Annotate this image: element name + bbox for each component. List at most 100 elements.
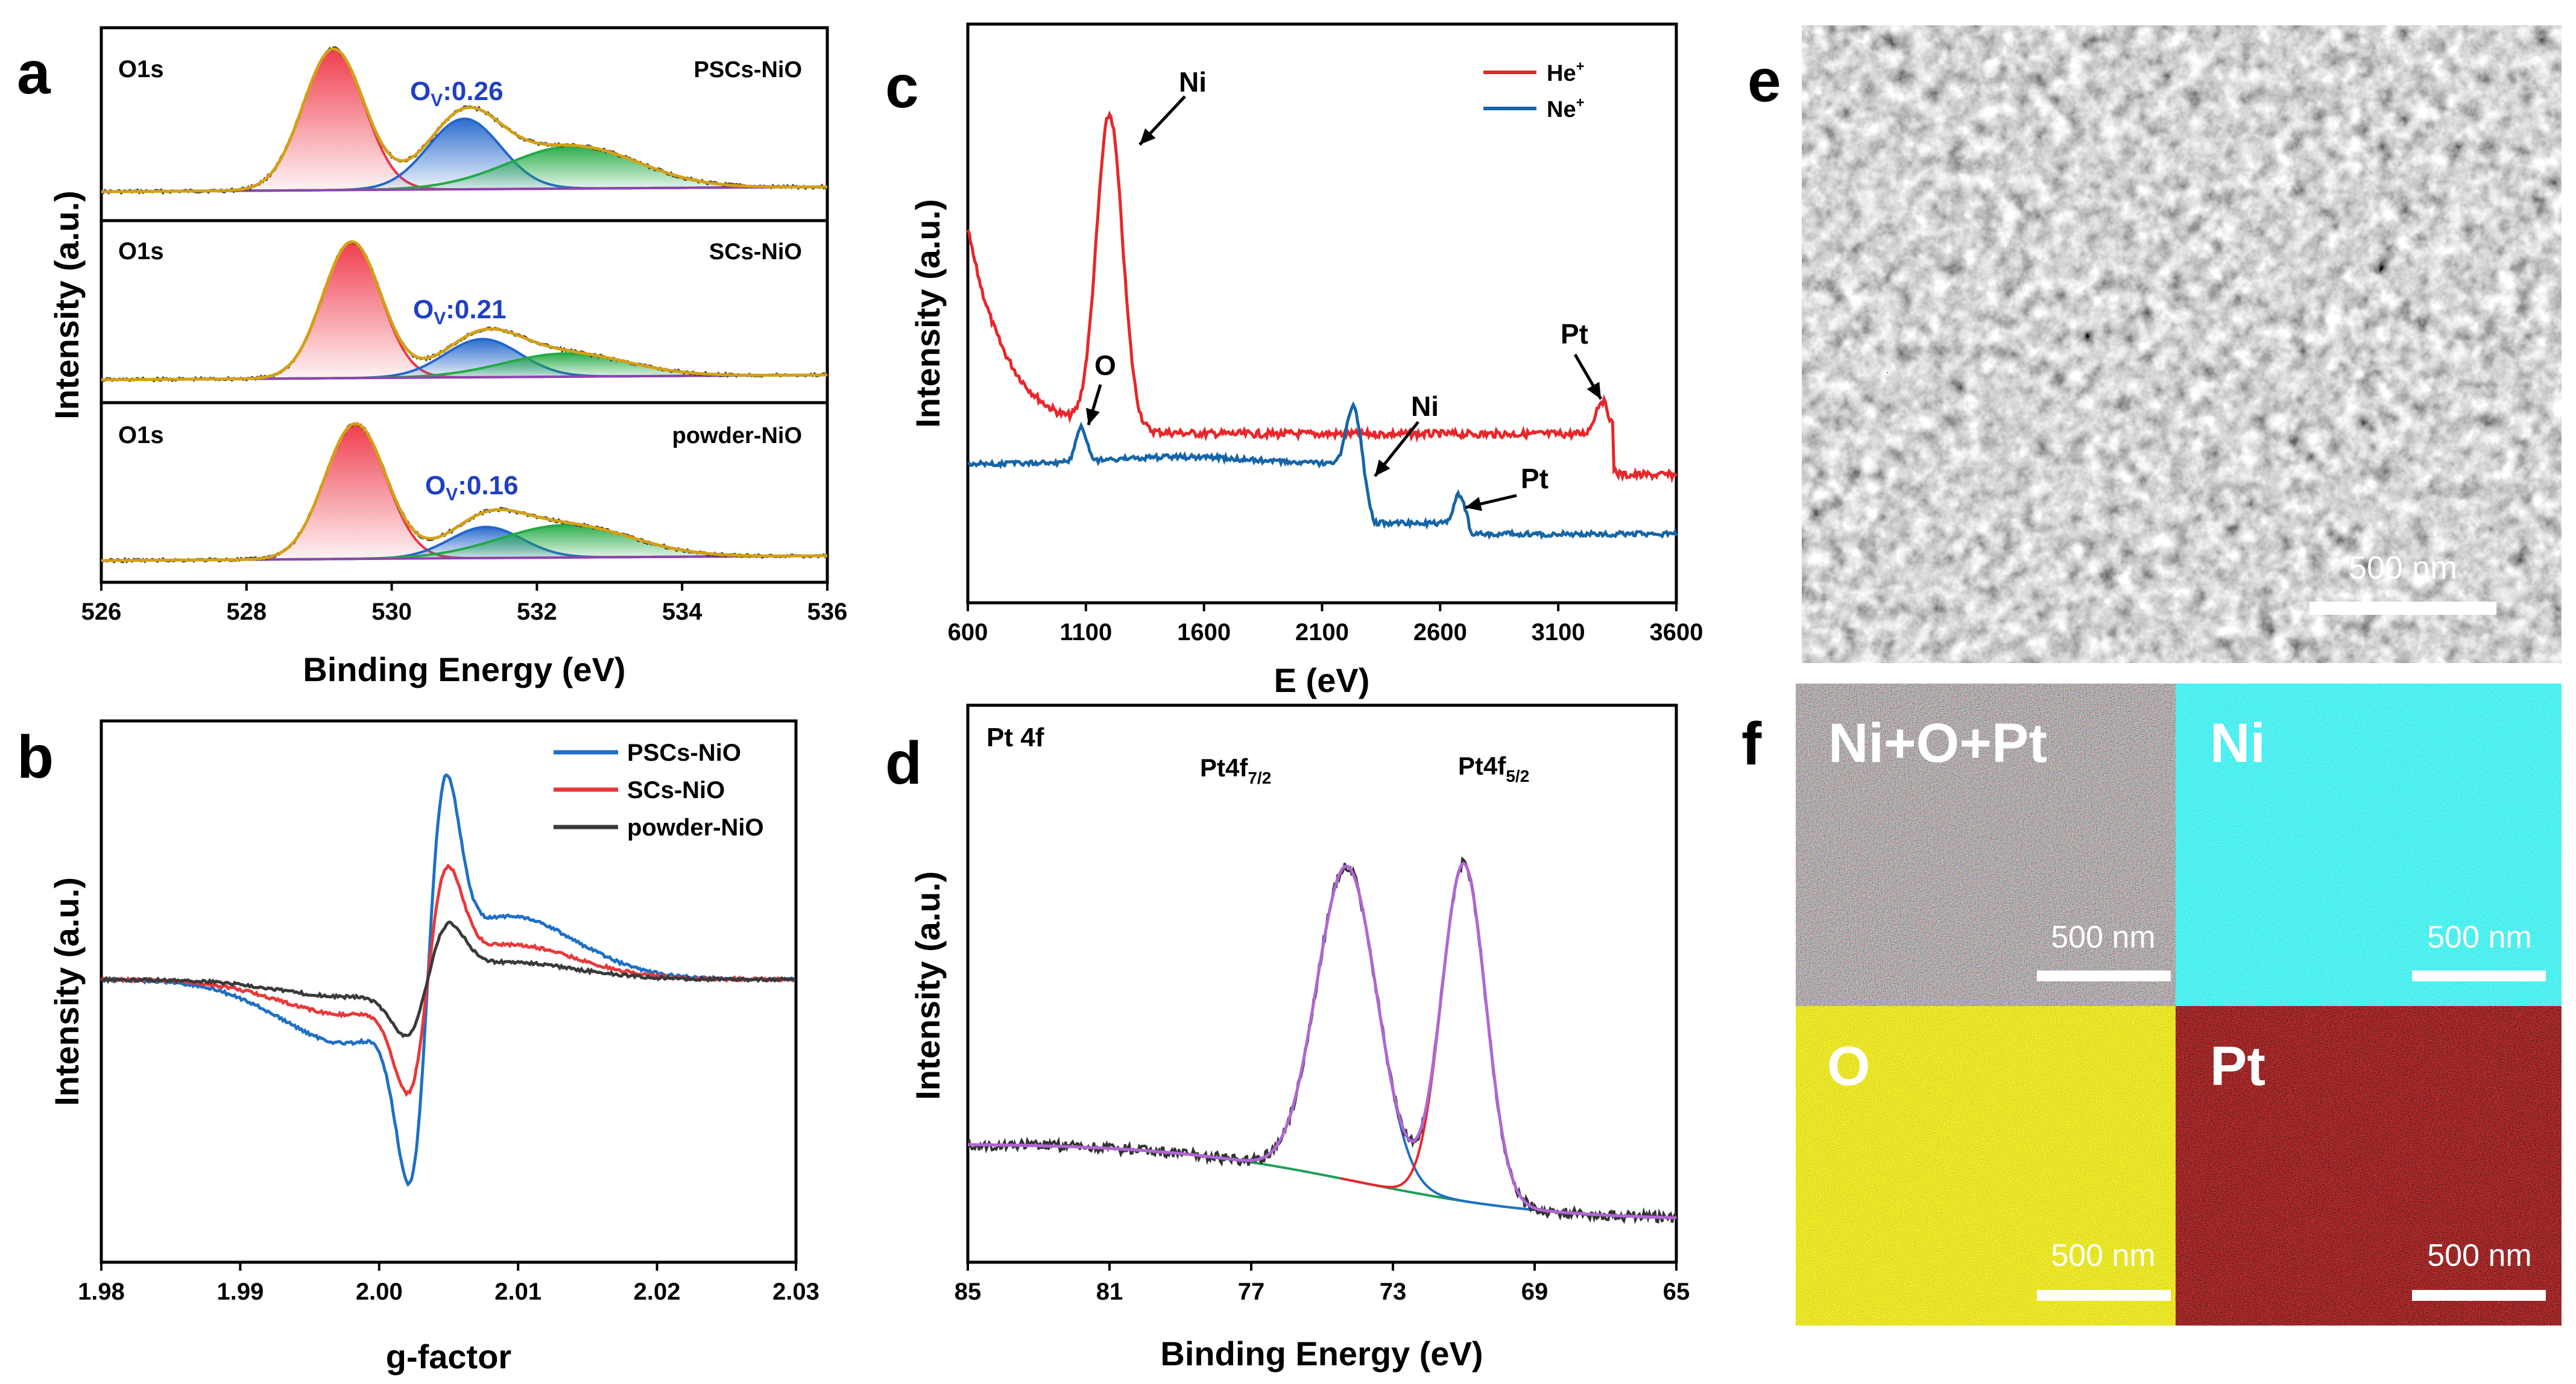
panel-c-arrowhead-5 bbox=[1465, 497, 1483, 511]
panel-c-arrowhead-1 bbox=[1140, 128, 1156, 145]
panel-b-legend-label-2: SCs-NiO bbox=[627, 777, 725, 804]
panel-f-tile-pt-scale: 500 nm bbox=[2427, 1238, 2531, 1273]
panel-a-frame bbox=[99, 26, 829, 584]
panel-c-leis: 600 1100 1600 2100 2600 3100 3600 E (eV) Inten… bbox=[909, 22, 1703, 699]
panel-f-tile-mix-scale: 500 nm bbox=[2051, 920, 2155, 955]
panel-a-sub1-name: PSCs-NiO bbox=[694, 57, 802, 83]
panel-d-envelope bbox=[968, 861, 1676, 1219]
panel-b-legend: PSCs-NiO SCs-NiO powder-NiO bbox=[554, 740, 764, 841]
panel-c-xtick-label-5: 3100 bbox=[1532, 619, 1585, 646]
panel-f-tile-ni-label: Ni bbox=[2210, 712, 2265, 774]
panel-a-ylabel: Intensity (a.u.) bbox=[48, 190, 86, 420]
panel-e-sem-texture bbox=[1802, 25, 2562, 663]
panel-b-series-3 bbox=[100, 920, 796, 1039]
panel-c-xtick-label-0: 600 bbox=[948, 619, 988, 646]
panel-c-xlabel: E (eV) bbox=[1274, 661, 1370, 699]
panel-a-sub2-ov: OV:0.21 bbox=[413, 295, 507, 329]
panel-d-ylabel: Intensity (a.u.) bbox=[909, 871, 947, 1100]
panel-a-sub2-peak-3-fill bbox=[101, 353, 827, 380]
panel-b-xtick-label-5: 2.03 bbox=[772, 1279, 819, 1305]
panel-f-tile-o bbox=[1796, 1006, 2176, 1326]
panel-label-c: c bbox=[885, 53, 919, 121]
panel-d-xtick-label-3: 73 bbox=[1380, 1279, 1407, 1305]
panel-d-xtick-label-1: 81 bbox=[1096, 1279, 1123, 1305]
panel-d-xlabel: Binding Energy (eV) bbox=[1160, 1335, 1483, 1373]
panel-d-xtick-label-4: 69 bbox=[1521, 1279, 1548, 1305]
panel-b-legend-label-1: PSCs-NiO bbox=[627, 740, 741, 766]
panel-b-xlabel: g-factor bbox=[386, 1338, 511, 1376]
panel-a-sub1-envelope bbox=[101, 47, 827, 193]
panel-a-xtick-label-4: 534 bbox=[662, 599, 702, 625]
panel-f-tile-ni bbox=[2176, 684, 2562, 1006]
panel-label-d: d bbox=[885, 729, 922, 797]
panel-c-xtick-label-2: 1600 bbox=[1177, 619, 1231, 646]
panel-label-b: b bbox=[17, 723, 54, 791]
panel-c-xtick-label-4: 2600 bbox=[1413, 619, 1467, 646]
panel-a-sub1-peak-3-fill bbox=[101, 146, 827, 192]
panel-d-title: Pt 4f bbox=[987, 723, 1044, 752]
panel-a-sub1-ov: OV:0.26 bbox=[410, 77, 504, 110]
panel-f-tile-o-scale: 500 nm bbox=[2051, 1238, 2155, 1273]
panel-b-xtick-label-4: 2.02 bbox=[634, 1279, 681, 1305]
panel-a-xtick-label-1: 528 bbox=[226, 599, 267, 625]
panel-d-frame bbox=[966, 703, 1678, 1264]
panel-d-peak-label-2: Pt4f5/2 bbox=[1458, 752, 1529, 785]
panel-e-sem-image: 500 nm bbox=[1802, 25, 2562, 663]
panel-f-tile-ni-scalebar bbox=[2412, 970, 2546, 981]
panel-a-xtick-label-2: 530 bbox=[371, 599, 412, 625]
panel-b-legend-label-3: powder-NiO bbox=[627, 814, 764, 841]
panel-a-sub3-name: powder-NiO bbox=[672, 423, 802, 448]
panel-d-background bbox=[968, 1143, 1676, 1219]
panel-c-series-ne bbox=[967, 401, 1678, 540]
panel-c-xtick-label-3: 2100 bbox=[1295, 619, 1349, 646]
panel-c-legend-label-2: Ne+ bbox=[1547, 95, 1585, 122]
panel-a-sub3-tag: O1s bbox=[118, 422, 164, 448]
panel-a-sub3-ov: OV:0.16 bbox=[425, 471, 519, 505]
panel-c-arrowhead-3 bbox=[1085, 407, 1100, 425]
panel-b-xtick-label-2: 2.00 bbox=[356, 1279, 403, 1305]
panel-b-epr: 1.98 1.99 2.00 2.01 2.02 2.03 g-factor Intens… bbox=[48, 719, 819, 1376]
panel-c-annot-o-ne: O bbox=[1094, 350, 1116, 381]
panel-d-xtick-label-0: 85 bbox=[955, 1279, 982, 1305]
panel-label-f: f bbox=[1741, 710, 1762, 778]
panel-b-frame bbox=[99, 719, 798, 1264]
panel-c-annot-ni-ne: Ni bbox=[1411, 391, 1439, 422]
panel-d-raw bbox=[967, 856, 1678, 1225]
panel-a-xtick-label-3: 532 bbox=[517, 599, 557, 625]
panel-b-ylabel: Intensity (a.u.) bbox=[48, 877, 86, 1106]
panel-c-series-he bbox=[966, 110, 1678, 483]
panel-f-tile-mix-scalebar bbox=[2037, 970, 2171, 981]
panel-a-sub3-peak-3-fill bbox=[101, 525, 827, 561]
panel-f-tile-pt-scalebar bbox=[2412, 1290, 2546, 1301]
panel-f-tile-mix-label: Ni+O+Pt bbox=[1828, 712, 2047, 774]
panel-a-xtick-label-0: 526 bbox=[81, 599, 122, 625]
panel-f-tile-o-label: O bbox=[1827, 1036, 1870, 1097]
panel-f-tile-ni-scale: 500 nm bbox=[2427, 920, 2531, 955]
panel-c-annot-pt-ne: Pt bbox=[1521, 463, 1548, 494]
panel-a-sub2-peak-2-fill bbox=[101, 339, 827, 380]
panel-f-tile-pt bbox=[2176, 1006, 2562, 1326]
panel-label-e: e bbox=[1747, 47, 1781, 115]
panel-c-arrowhead-2 bbox=[1586, 382, 1601, 399]
panel-d-peak-1 bbox=[1234, 864, 1676, 1219]
panel-d-xtick-label-2: 77 bbox=[1238, 1279, 1265, 1305]
panel-a-xtick-label-5: 536 bbox=[807, 599, 848, 625]
panel-f-eds-maps: Ni+O+Pt Ni O Pt 500 nm 500 nm 500 nm 500… bbox=[1796, 684, 2562, 1326]
panel-a-sub2-tag: O1s bbox=[118, 238, 164, 265]
panel-d-peak-label-1: Pt4f7/2 bbox=[1200, 753, 1271, 787]
panel-c-legend-label-1: He+ bbox=[1547, 58, 1585, 86]
panel-f-tile-o-scalebar bbox=[2037, 1290, 2171, 1301]
panel-e-scale-text: 500 nm bbox=[2349, 550, 2457, 586]
panel-f-tile-mix bbox=[1796, 684, 2176, 1006]
panel-a-sub1-peak-2-fill bbox=[101, 119, 827, 192]
panel-a-xlabel: Binding Energy (eV) bbox=[303, 650, 625, 688]
panel-c-ylabel: Intensity (a.u.) bbox=[909, 199, 947, 428]
panel-c-annot-ni-he: Ni bbox=[1179, 66, 1207, 98]
panel-a-sub3-peak-2-fill bbox=[101, 527, 827, 561]
panel-b-xtick-label-3: 2.01 bbox=[494, 1279, 541, 1305]
panel-c-arrowhead-4 bbox=[1375, 459, 1391, 476]
panel-f-tile-pt-label: Pt bbox=[2210, 1036, 2265, 1097]
panel-e-scale-bar bbox=[2309, 602, 2496, 615]
panel-c-legend: He+ Ne+ bbox=[1483, 58, 1585, 122]
